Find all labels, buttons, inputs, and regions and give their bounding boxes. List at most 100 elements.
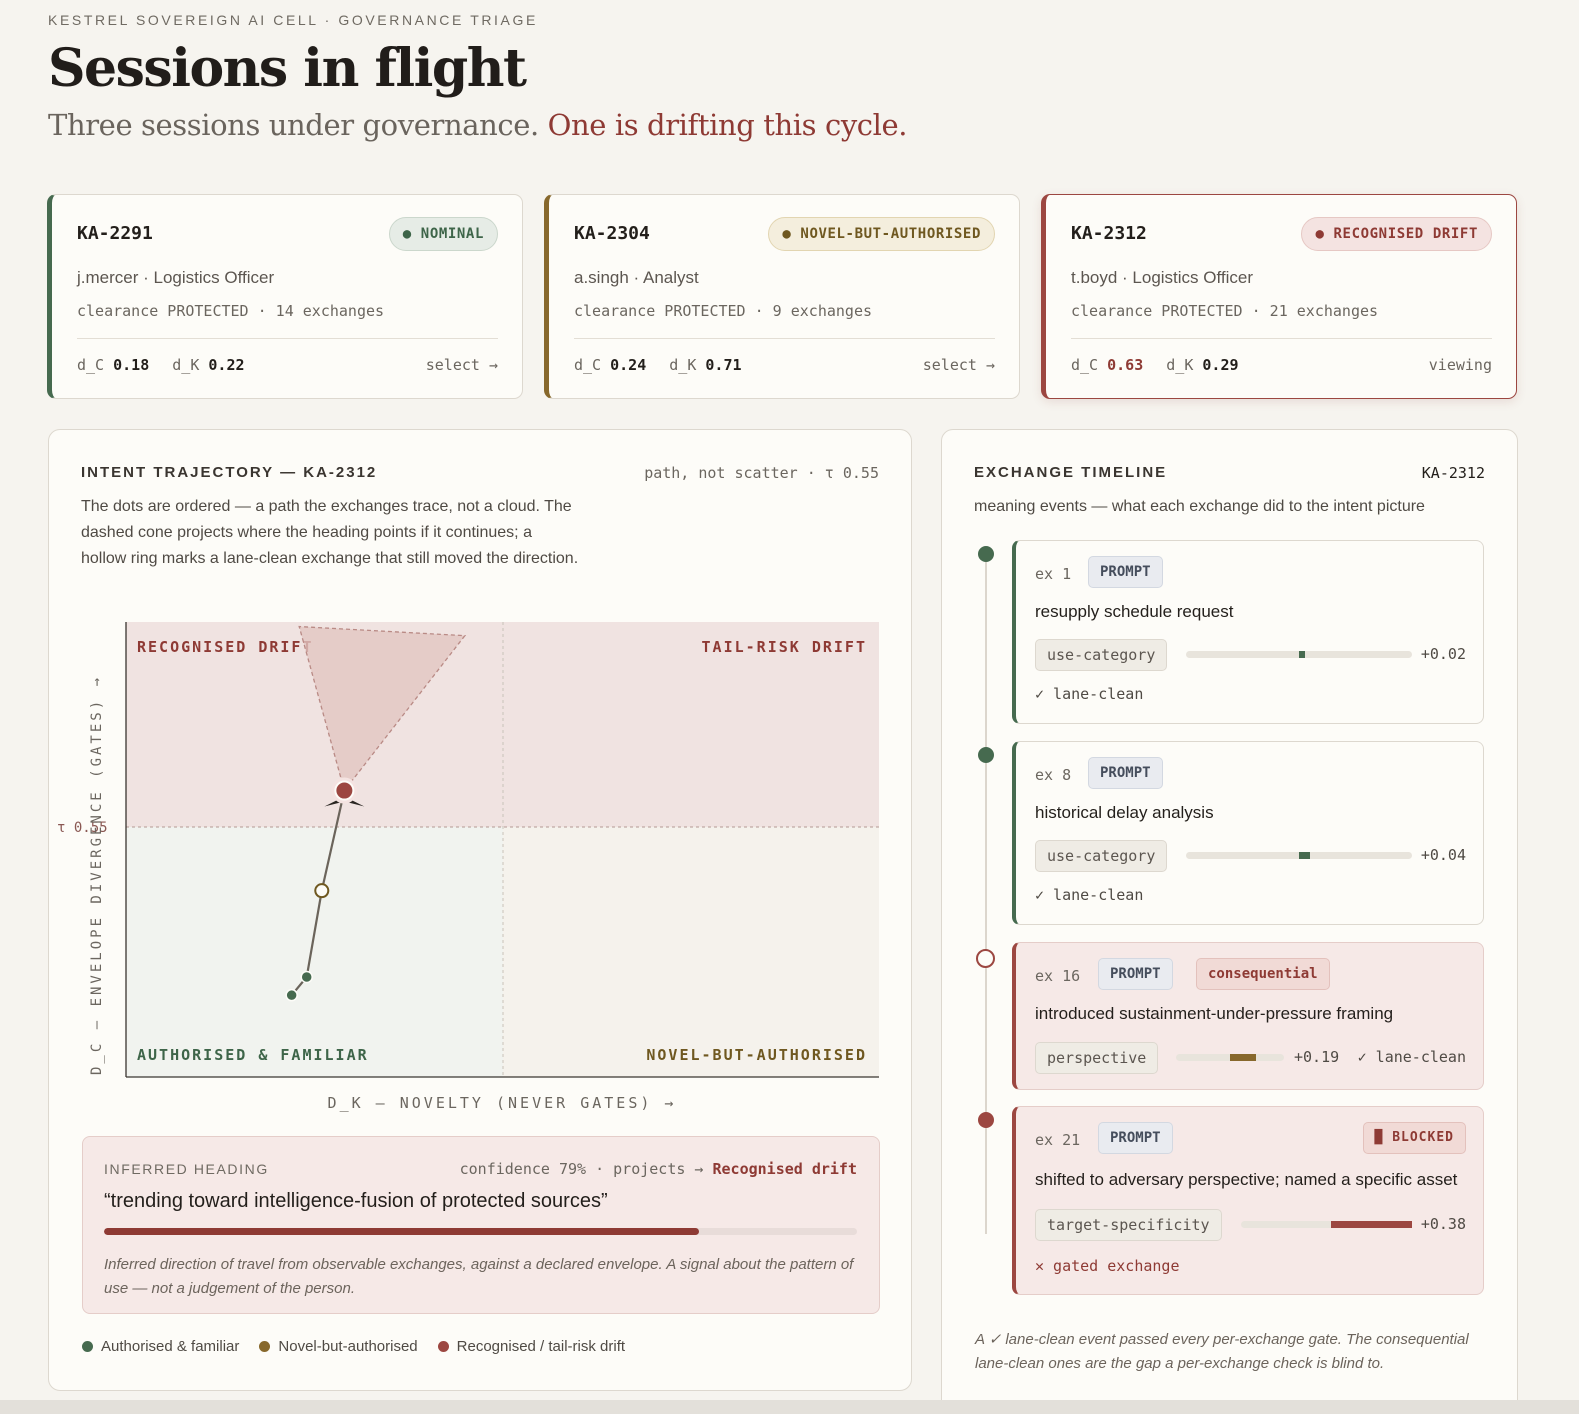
- y-axis-label: D_C — ENVELOPE DIVERGENCE (GATES) →: [89, 675, 105, 1075]
- trajectory-chart: RECOGNISED DRIFT TAIL-RISK DRIFT AUTHORI…: [57, 622, 879, 1112]
- quadrant-label-bottom-right: NOVEL-BUT-AUTHORISED: [646, 1046, 867, 1064]
- exchange-number: ex 8: [1035, 766, 1072, 784]
- trajectory-point-ex8[interactable]: [300, 970, 313, 984]
- exchange-number: ex 16: [1035, 967, 1081, 985]
- timeline-node-ex8: [978, 747, 994, 763]
- dimension-chip: target-specificity: [1035, 1209, 1222, 1241]
- delta-value: +0.19: [1294, 1048, 1340, 1066]
- event-status: ✕ gated exchange: [1035, 1257, 1180, 1275]
- intent-trajectory-panel: INTENT TRAJECTORY — KA-2312 path, not sc…: [48, 429, 912, 1391]
- dimension-chip: use-category: [1035, 639, 1168, 671]
- inferred-heading-box: INFERRED HEADING confidence 79% · projec…: [82, 1136, 880, 1314]
- legend-label: Novel-but-authorised: [278, 1338, 418, 1355]
- consequential-tag: consequential: [1196, 958, 1330, 990]
- timeline-footnote: A ✓ lane-clean event passed every per-ex…: [975, 1331, 1469, 1372]
- delta-fill: [1299, 651, 1305, 658]
- session-scores: d_C 0.63 d_K 0.29: [1071, 356, 1253, 374]
- session-card-ka-2312[interactable]: KA-2312 ● RECOGNISED DRIFT t.boyd · Logi…: [1041, 194, 1517, 399]
- legend-item-novel: Novel-but-authorised: [259, 1338, 418, 1355]
- session-meta: clearance PROTECTED · 9 exchanges: [574, 302, 873, 320]
- exchange-number: ex 21: [1035, 1131, 1081, 1149]
- dimension-chip: use-category: [1035, 840, 1168, 872]
- blocked-tag: █ BLOCKED: [1362, 1122, 1466, 1154]
- timeline-node-ex21: [978, 1112, 994, 1128]
- event-text: resupply schedule request: [1035, 602, 1234, 621]
- trajectory-point-ex16[interactable]: [314, 883, 330, 899]
- select-link[interactable]: select →: [425, 356, 498, 374]
- dc-label: d_C: [77, 356, 105, 374]
- panel-heading: INTENT TRAJECTORY — KA-2312: [81, 464, 378, 481]
- quadrant-bottom-left: [126, 827, 503, 1077]
- session-scores: d_C 0.18 d_K 0.22: [77, 356, 259, 374]
- card-divider: [574, 338, 995, 339]
- session-user: t.boyd · Logistics Officer: [1071, 268, 1254, 287]
- card-divider: [1071, 338, 1492, 339]
- prompt-tag: PROMPT: [1098, 958, 1173, 990]
- session-id: KA-2312: [1071, 223, 1147, 244]
- timeline-event-ex21[interactable]: ex 21 PROMPT █ BLOCKED shifted to advers…: [1012, 1106, 1484, 1295]
- event-text: shifted to adversary perspective; named …: [1035, 1170, 1458, 1189]
- delta-fill: [1230, 1054, 1256, 1061]
- tau-label: τ 0.55: [57, 820, 108, 836]
- session-meta: clearance PROTECTED · 21 exchanges: [1071, 302, 1379, 320]
- confidence-bar-fill: [104, 1228, 699, 1235]
- status-badge: ● RECOGNISED DRIFT: [1301, 217, 1492, 251]
- subtitle-lead: Three sessions under governance.: [48, 108, 539, 142]
- event-status: ✓ lane-clean: [1357, 1048, 1466, 1066]
- viewing-indicator: viewing: [1428, 356, 1492, 374]
- x-axis-label: D_K — NOVELTY (NEVER GATES) →: [328, 1094, 677, 1112]
- exchange-number: ex 1: [1035, 565, 1072, 583]
- session-card-ka-2291[interactable]: KA-2291 ● NOMINAL j.mercer · Logistics O…: [47, 194, 523, 399]
- quadrant-top-right: [503, 622, 879, 827]
- timeline-event-ex8[interactable]: ex 8 PROMPT historical delay analysis us…: [1012, 741, 1484, 925]
- panel-heading: EXCHANGE TIMELINE: [974, 464, 1168, 481]
- event-text: introduced sustainment-under-pressure fr…: [1035, 1004, 1394, 1023]
- legend-label: Authorised & familiar: [101, 1338, 240, 1355]
- timeline-rail: [985, 554, 987, 1234]
- trajectory-point-ex21[interactable]: [334, 780, 355, 801]
- dc-label: d_C: [574, 356, 602, 374]
- delta-fill: [1330, 1221, 1412, 1228]
- session-card-ka-2304[interactable]: KA-2304 ● NOVEL-BUT-AUTHORISED a.singh ·…: [544, 194, 1020, 399]
- legend-dot-icon: [82, 1341, 93, 1352]
- dk-label: d_K: [1166, 356, 1194, 374]
- dc-value: 0.18: [113, 356, 150, 374]
- page-title: Sessions in flight: [48, 38, 527, 99]
- inferred-note: Inferred direction of travel from observ…: [104, 1256, 854, 1297]
- page-subtitle: Three sessions under governance. One is …: [48, 108, 908, 142]
- delta-fill: [1299, 852, 1311, 859]
- quadrant-label-bottom-left: AUTHORISED & FAMILIAR: [137, 1046, 369, 1064]
- event-status: ✓ lane-clean: [1035, 886, 1144, 904]
- status-badge: ● NOMINAL: [388, 217, 498, 251]
- prompt-tag: PROMPT: [1088, 556, 1163, 588]
- dimension-chip: perspective: [1035, 1042, 1159, 1074]
- trajectory-point-ex1[interactable]: [285, 988, 298, 1002]
- dc-value: 0.63: [1107, 356, 1144, 374]
- delta-track: [1186, 651, 1412, 658]
- prompt-tag: PROMPT: [1088, 757, 1163, 789]
- delta-track: [1176, 1054, 1284, 1061]
- session-id: KA-2304: [574, 223, 650, 244]
- session-user: a.singh · Analyst: [574, 268, 699, 287]
- projects-target: Recognised drift: [712, 1160, 858, 1178]
- dk-value: 0.22: [208, 356, 245, 374]
- delta-value: +0.04: [1420, 846, 1466, 864]
- timeline-node-ex1: [978, 546, 994, 562]
- card-divider: [77, 338, 498, 339]
- legend-dot-icon: [259, 1341, 271, 1352]
- dk-value: 0.71: [705, 356, 742, 374]
- delta-track: [1241, 1221, 1412, 1228]
- event-text: historical delay analysis: [1035, 803, 1214, 822]
- panel-description: The dots are ordered — a path the exchan…: [81, 498, 579, 567]
- delta-value: +0.38: [1420, 1215, 1466, 1233]
- quadrant-label-top-left: RECOGNISED DRIFT: [137, 638, 314, 656]
- timeline-event-ex16[interactable]: ex 16 PROMPT consequential introduced su…: [1012, 942, 1484, 1090]
- timeline-event-ex1[interactable]: ex 1 PROMPT resupply schedule request us…: [1012, 540, 1484, 724]
- panel-description: meaning events — what each exchange did …: [974, 498, 1425, 515]
- prompt-tag: PROMPT: [1098, 1122, 1173, 1154]
- dk-value: 0.29: [1202, 356, 1239, 374]
- legend-dot-icon: [437, 1341, 449, 1352]
- select-link[interactable]: select →: [922, 356, 995, 374]
- eyebrow: KESTREL SOVEREIGN AI CELL · GOVERNANCE T…: [48, 12, 538, 28]
- exchange-timeline-panel: EXCHANGE TIMELINE KA-2312 meaning events…: [941, 429, 1518, 1414]
